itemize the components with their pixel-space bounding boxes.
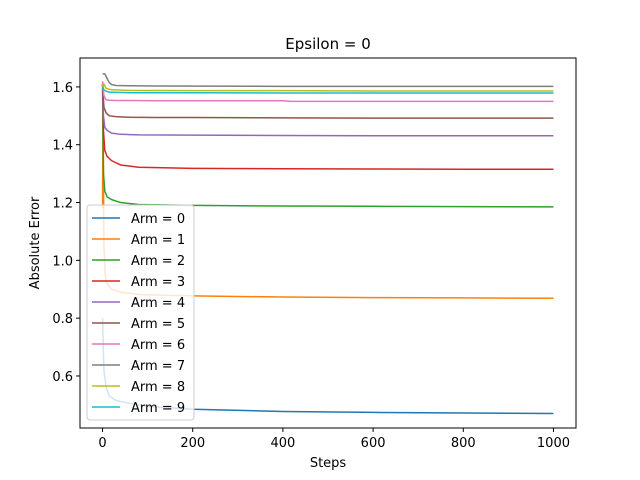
x-tick-label: 400 xyxy=(270,436,295,451)
ticks-layer: 0 200 400 600 800 1000 0.6 0.8 1.0 1.2 1.4 1.6 xyxy=(52,81,570,451)
series-line-arm-7 xyxy=(102,73,554,88)
x-tick-label: 800 xyxy=(451,436,476,451)
x-tick-label: 1000 xyxy=(537,436,570,451)
y-tick-label: 1.2 xyxy=(52,197,73,212)
legend-label-arm-7: Arm = 7 xyxy=(131,359,185,374)
series-line-arm-4 xyxy=(101,83,554,137)
x-tick-label: 200 xyxy=(180,436,205,451)
x-tick-label: 0 xyxy=(98,436,106,451)
y-axis-label: Absolute Error xyxy=(28,196,43,289)
legend-label-arm-9: Arm = 9 xyxy=(131,401,185,416)
y-tick-label: 1.4 xyxy=(52,139,73,154)
legend-box xyxy=(86,204,195,421)
x-axis-label: Steps xyxy=(310,456,347,471)
legend-label-arm-5: Arm = 5 xyxy=(131,317,185,332)
chart-title: Epsilon = 0 xyxy=(285,35,370,53)
plot-frame xyxy=(79,57,577,429)
series-line-arm-2 xyxy=(101,89,554,208)
legend-label-arm-2: Arm = 2 xyxy=(131,254,185,269)
series-line-arm-5 xyxy=(101,83,554,119)
legend: Arm = 0 Arm = 1 Arm = 2 Arm = 3 Arm = 4 Arm =… xyxy=(86,204,195,421)
legend-label-arm-3: Arm = 3 xyxy=(131,275,185,290)
legend-label-arm-8: Arm = 8 xyxy=(131,380,185,395)
y-tick-label: 1.0 xyxy=(52,254,73,269)
series-line-arm-3 xyxy=(101,84,554,171)
y-tick-label: 0.8 xyxy=(52,312,73,327)
y-tick-label: 0.6 xyxy=(52,370,73,385)
x-tick-label: 600 xyxy=(361,436,386,451)
legend-label-arm-4: Arm = 4 xyxy=(131,296,185,311)
series-line-arm-8 xyxy=(101,83,554,92)
y-tick-label: 1.6 xyxy=(52,81,73,96)
legend-label-arm-1: Arm = 1 xyxy=(131,233,185,248)
series-line-arm-9 xyxy=(101,86,554,94)
legend-label-arm-0: Arm = 0 xyxy=(131,212,185,227)
series-line-arm-6 xyxy=(101,81,554,103)
legend-label-arm-6: Arm = 6 xyxy=(131,338,185,353)
